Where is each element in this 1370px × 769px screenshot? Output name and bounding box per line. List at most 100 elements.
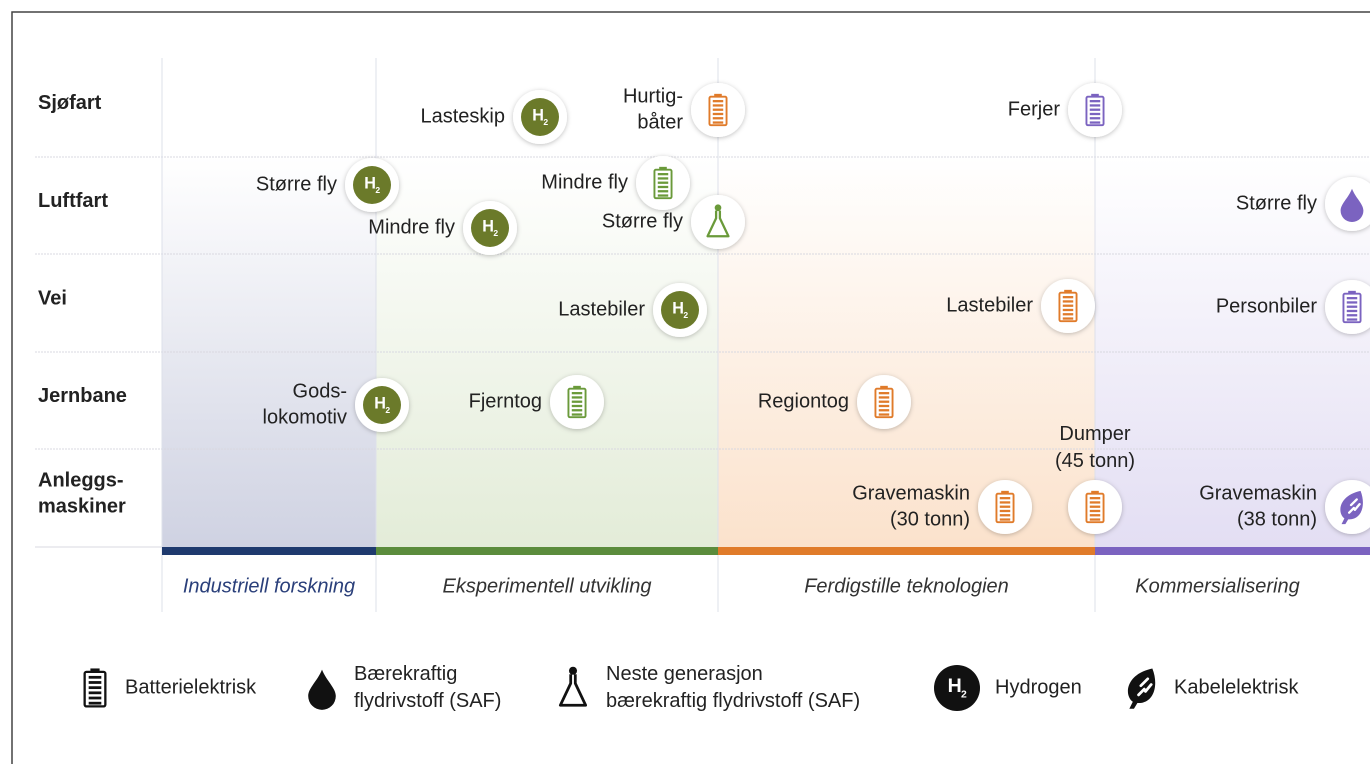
battery-bar	[1089, 518, 1101, 521]
battery-bar	[1089, 509, 1101, 513]
battery-body	[567, 387, 587, 419]
hydrogen-disc	[661, 291, 699, 329]
item-label: Større fly	[256, 173, 337, 195]
battery-bar	[999, 514, 1011, 517]
item-icon	[1085, 93, 1105, 127]
battery-bar	[1089, 121, 1101, 124]
battery-bar	[878, 404, 890, 408]
hydrogen-sub: 2	[493, 228, 498, 238]
battery-bar	[1089, 104, 1101, 107]
item-icon	[874, 385, 894, 419]
battery-bar	[1089, 112, 1101, 116]
hydrogen-sub: 2	[375, 185, 380, 195]
item-label: Gods-	[293, 380, 347, 402]
battery-bar	[712, 104, 724, 107]
flask-top	[568, 666, 578, 675]
battery-cap	[1064, 289, 1072, 293]
item-label: Personbiler	[1216, 295, 1318, 317]
phase-bar	[1095, 547, 1370, 555]
hydrogen-sub: 2	[543, 117, 548, 127]
battery-cap	[1091, 490, 1099, 494]
battery-bar	[657, 181, 669, 184]
battery-bar	[657, 173, 669, 176]
battery-bar	[1346, 297, 1358, 300]
battery-bar	[1089, 117, 1101, 120]
battery-bar	[999, 497, 1011, 500]
battery-bar	[999, 501, 1011, 504]
battery-bar	[878, 392, 890, 395]
item-label: lokomotiv	[263, 406, 347, 428]
battery-bar	[1089, 497, 1101, 500]
item-label: Hurtig-	[623, 85, 683, 107]
row-label: Anleggs-	[38, 469, 124, 491]
battery-body	[995, 492, 1015, 524]
battery-bar	[999, 509, 1011, 513]
battery-body	[1085, 492, 1105, 524]
battery-bar	[1089, 505, 1101, 508]
item-icon	[567, 385, 587, 419]
row-label: Sjøfart	[38, 92, 102, 114]
battery-body	[653, 168, 673, 200]
battery-bar	[1062, 304, 1074, 307]
battery-bar	[878, 413, 890, 416]
battery-bar	[88, 675, 102, 679]
row-label: Vei	[38, 287, 67, 309]
item-label: Regiontog	[758, 390, 849, 412]
phase-bar	[162, 547, 376, 555]
hydrogen-symbol: H	[364, 174, 376, 192]
legend-label: Bærekraftig	[354, 663, 457, 685]
hydrogen-sub: 2	[961, 690, 967, 701]
battery-bar	[657, 194, 669, 197]
battery-bar	[999, 518, 1011, 521]
battery-bar	[1346, 301, 1358, 304]
battery-bar	[571, 400, 583, 403]
battery-cap	[714, 93, 722, 97]
item-label: Større fly	[602, 210, 683, 232]
row-label: Jernbane	[38, 385, 127, 407]
battery-bar	[88, 681, 102, 684]
battery-bar	[88, 686, 102, 690]
flask-top	[714, 204, 722, 212]
battery-bar	[88, 696, 102, 700]
battery-bar	[571, 413, 583, 416]
battery-bar	[878, 400, 890, 403]
legend-icon	[83, 668, 107, 708]
battery-bar	[712, 121, 724, 124]
battery-bar	[1062, 308, 1074, 312]
phase-label: Kommersialisering	[1135, 575, 1300, 597]
battery-bar	[657, 190, 669, 193]
legend-label: Neste generasjon	[606, 663, 763, 685]
item-icon	[995, 490, 1015, 524]
battery-cap	[880, 385, 888, 389]
item-icon	[708, 93, 728, 127]
legend-icon	[558, 666, 588, 707]
frame	[11, 11, 1370, 769]
hydrogen-symbol: H	[482, 217, 494, 235]
battery-bar	[1062, 300, 1074, 303]
item-label: (30 tonn)	[890, 508, 970, 530]
item-label: (45 tonn)	[1055, 450, 1135, 472]
hydrogen-disc	[471, 209, 509, 247]
battery-bar	[1089, 501, 1101, 504]
item-badge	[691, 195, 745, 249]
legend-label: Kabelelektrisk	[1174, 676, 1300, 698]
item-label: Lastebiler	[558, 298, 645, 320]
hydrogen-symbol: H	[374, 394, 386, 412]
battery-bar	[1062, 317, 1074, 320]
legend-label: flydrivstoff (SAF)	[354, 690, 501, 712]
item-label: (38 tonn)	[1237, 508, 1317, 530]
drop-icon	[308, 669, 336, 710]
phase-label: Industriell forskning	[183, 575, 355, 597]
battery-bar	[88, 701, 102, 705]
hydrogen-disc	[353, 166, 391, 204]
battery-body	[708, 95, 728, 127]
hydrogen-sub: 2	[683, 310, 688, 320]
row-label: Luftfart	[38, 190, 108, 212]
battery-bar	[88, 691, 102, 695]
cable-plug	[1137, 677, 1153, 697]
item-label: Dumper	[1059, 423, 1130, 445]
hydrogen-symbol: H	[672, 299, 684, 317]
